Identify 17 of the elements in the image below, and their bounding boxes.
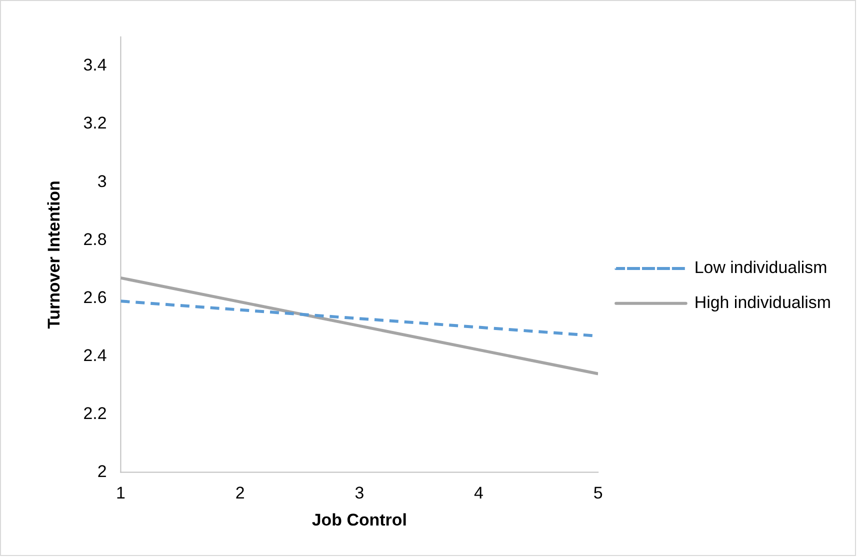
x-tick-label: 5 (593, 483, 603, 502)
y-tick-label: 2.6 (83, 288, 107, 307)
y-tick-label: 2.2 (83, 404, 107, 424)
x-tick-label: 1 (116, 483, 126, 502)
y-tick-label: 2 (97, 462, 107, 482)
x-axis-title: Job Control (312, 510, 407, 530)
y-tick-label: 3 (97, 172, 107, 191)
x-tick-label: 3 (354, 483, 364, 502)
legend-label: High individualism (694, 293, 831, 312)
x-tick-label: 4 (474, 483, 484, 502)
y-axis-title: Turnover Intention (44, 180, 64, 329)
y-tick-label: 3.4 (83, 56, 107, 75)
legend-label: Low individualism (694, 258, 828, 278)
y-tick-label: 3.2 (83, 114, 107, 133)
y-tick-label: 2.4 (83, 346, 107, 365)
y-tick-label: 2.8 (83, 230, 107, 249)
x-tick-label: 2 (235, 483, 245, 502)
